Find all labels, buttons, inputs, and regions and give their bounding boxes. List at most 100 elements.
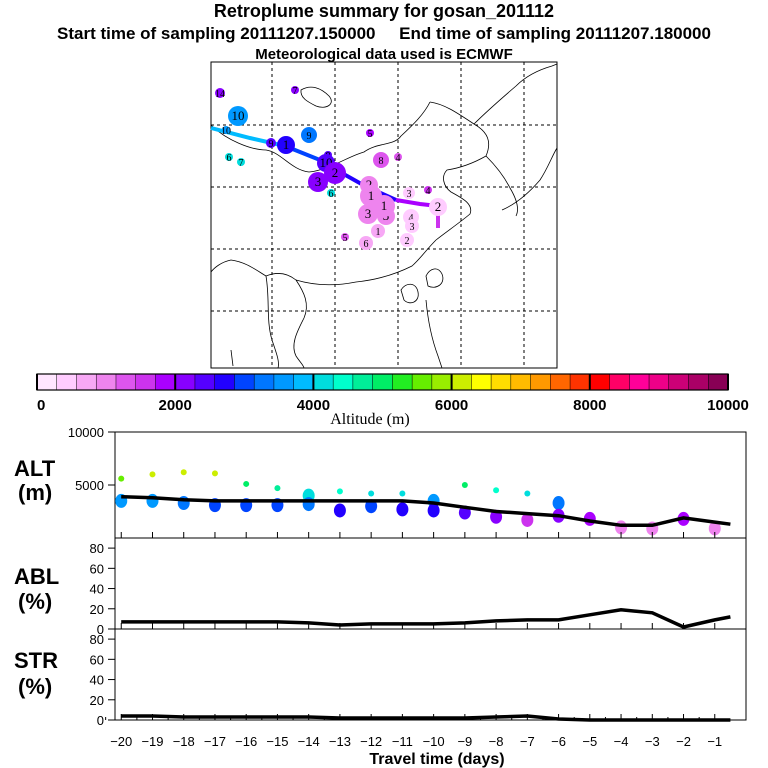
colorbar-cell bbox=[135, 373, 157, 391]
start-time-label: Start time of sampling 20111207.150000 bbox=[57, 24, 376, 43]
trajectory-marker-label: 6 bbox=[329, 189, 334, 200]
trajectory-marker bbox=[359, 236, 373, 250]
colorbar-tick-label: 6000 bbox=[435, 397, 468, 414]
colorbar-cell bbox=[569, 373, 591, 391]
x-tick-label: −13 bbox=[329, 734, 351, 749]
x-tick-label: −5 bbox=[582, 734, 597, 749]
alt-cluster-dot bbox=[461, 482, 468, 488]
trajectory-marker-label: 4 bbox=[409, 213, 414, 224]
colorbar-cell bbox=[471, 373, 492, 391]
colorbar-cell bbox=[155, 373, 176, 391]
colorbar-tick-label: 0 bbox=[37, 397, 45, 414]
trajectory-marker-label: 4 bbox=[396, 153, 401, 164]
colorbar-cell bbox=[688, 373, 709, 391]
alt-cluster-dot bbox=[368, 490, 375, 497]
colorbar-cell bbox=[194, 373, 216, 391]
alt-cluster-dot bbox=[396, 502, 409, 517]
pct-tick-label: 60 bbox=[90, 652, 104, 667]
colorbar-tick-label: 8000 bbox=[573, 397, 606, 414]
sampling-times: Start time of sampling 20111207.150000 E… bbox=[0, 24, 768, 44]
pct-tick-label: 40 bbox=[90, 582, 104, 597]
str-panel: STR (%) 80 60 40 20 0 bbox=[14, 628, 747, 728]
colorbar-cell bbox=[174, 373, 196, 391]
trajectory-marker bbox=[291, 86, 299, 94]
pct-tick-label: 0 bbox=[97, 622, 104, 637]
abl-panel-unit: (%) bbox=[18, 589, 52, 614]
x-tick-label: −14 bbox=[298, 734, 320, 749]
pct-tick-label: 0 bbox=[97, 713, 104, 728]
trajectory-marker-label: 2 bbox=[332, 165, 339, 180]
x-axis-ticks bbox=[105, 532, 716, 720]
x-tick-label: −1 bbox=[707, 734, 722, 749]
alt-cluster-dot bbox=[427, 503, 440, 518]
colorbar-title: Altitude (m) bbox=[330, 411, 410, 428]
pct-tick-label: 80 bbox=[90, 541, 104, 556]
x-tick-label: −7 bbox=[520, 734, 535, 749]
trajectory-marker-label: 1 bbox=[283, 137, 290, 152]
colorbar-cell bbox=[273, 373, 295, 391]
trajectory-marker bbox=[225, 153, 233, 161]
alt-panel-unit: (m) bbox=[18, 480, 52, 505]
x-tick-label: −17 bbox=[204, 734, 226, 749]
trajectory-marker-label: 2 bbox=[435, 199, 442, 214]
alt-cluster-dot bbox=[365, 499, 378, 514]
abl-panel: ABL (%) 80 60 40 20 0 bbox=[14, 537, 747, 637]
colorbar-cell bbox=[313, 373, 334, 391]
trajectory-marker-label: 1 bbox=[368, 188, 375, 203]
colorbar-cell bbox=[95, 373, 117, 391]
alt-mean-line bbox=[121, 494, 731, 528]
trajectory-marker-label: 3 bbox=[365, 206, 372, 221]
met-data-label: Meteorological data used is ECMWF bbox=[255, 46, 513, 63]
alt-cluster-dot bbox=[274, 485, 281, 492]
x-tick-label: −18 bbox=[173, 734, 195, 749]
colorbar-cell bbox=[293, 373, 314, 391]
trajectory-marker-label: 10 bbox=[221, 126, 231, 137]
colorbar-cell bbox=[451, 373, 472, 391]
x-tick-label: −20 bbox=[110, 734, 132, 749]
colorbar-cell bbox=[411, 373, 433, 391]
trajectory-marker bbox=[327, 189, 335, 197]
trajectory-marker-label: 9 bbox=[307, 131, 312, 142]
alt-tick-10000: 10000 bbox=[68, 425, 104, 440]
trajectory-marker-label: 7 bbox=[239, 158, 244, 169]
colorbar-cell bbox=[392, 373, 413, 391]
x-tick-label: −9 bbox=[457, 734, 472, 749]
alt-cluster-dot bbox=[493, 487, 500, 494]
trajectory-marker bbox=[424, 186, 432, 194]
x-tick-label: −2 bbox=[676, 734, 691, 749]
trajectory-marker-label: 5 bbox=[343, 233, 348, 244]
pct-tick-label: 60 bbox=[90, 561, 104, 576]
coastlines bbox=[210, 63, 558, 369]
alt-cluster-dot bbox=[552, 496, 565, 511]
colorbar-cells bbox=[36, 373, 729, 391]
colorbar-cell bbox=[490, 373, 512, 391]
trajectory-marker-label: 2 bbox=[405, 236, 410, 247]
trajectory-marker bbox=[301, 127, 317, 143]
trajectory-map: 14710109918106754863242313123651432 bbox=[210, 61, 558, 369]
trajectory-marker-label: 6 bbox=[227, 153, 232, 164]
x-tick-label: −3 bbox=[645, 734, 660, 749]
trajectory-marker-label: 7 bbox=[293, 86, 298, 97]
trajectory-marker-label: 3 bbox=[315, 174, 322, 189]
str-line bbox=[121, 714, 731, 722]
pct-tick-label: 20 bbox=[90, 602, 104, 617]
colorbar-cell bbox=[589, 373, 611, 391]
str-y-ticks: 80 60 40 20 0 bbox=[90, 632, 115, 728]
colorbar-tick-labels: 0 2000 4000 6000 8000 10000 bbox=[37, 397, 749, 414]
colorbar-cell bbox=[36, 373, 58, 391]
x-tick-label: −12 bbox=[360, 734, 382, 749]
alt-cluster-dot bbox=[211, 470, 218, 477]
colorbar-major-ticks bbox=[36, 374, 729, 390]
trajectory-marker bbox=[371, 224, 385, 238]
trajectory-marker-label: 3 bbox=[407, 189, 412, 200]
str-panel-label: STR bbox=[14, 648, 58, 673]
trajectory-marker-label: 1 bbox=[376, 227, 381, 238]
alt-cluster-dot bbox=[243, 480, 250, 487]
str-panel-unit: (%) bbox=[18, 674, 52, 699]
trajectory-marker bbox=[266, 138, 276, 148]
colorbar-cell bbox=[431, 373, 453, 391]
pct-tick-label: 20 bbox=[90, 693, 104, 708]
x-tick-label: −4 bbox=[614, 734, 629, 749]
abl-panel-frame bbox=[114, 537, 747, 630]
